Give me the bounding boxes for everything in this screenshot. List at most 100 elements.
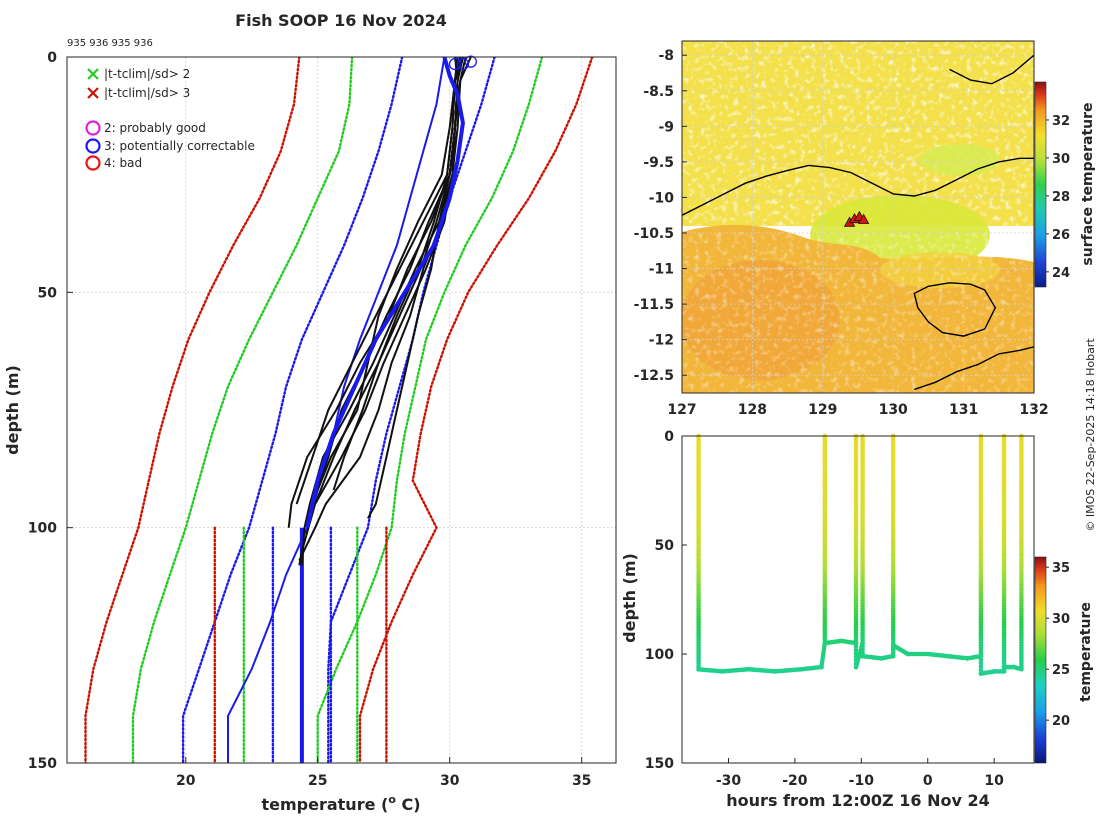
map-lat-tick-label: -11 — [649, 262, 674, 278]
y-axis-label: depth (m) — [3, 365, 22, 455]
legend-circle-marker — [85, 155, 101, 171]
map-gridlines — [682, 41, 1034, 393]
ts-y-tick-label: 100 — [645, 647, 674, 663]
map-lon-tick-label: 132 — [1019, 402, 1048, 418]
bottom-track-point — [860, 650, 865, 656]
bottom-track-point — [860, 644, 865, 649]
map-lat-tick-label: -8 — [658, 48, 674, 64]
map-lat-tick-label: -10 — [649, 190, 675, 206]
coastline-north — [949, 54, 1034, 85]
climatology-line — [181, 57, 404, 763]
y-tick-label: 100 — [28, 521, 57, 537]
timeseries-panel: -30 -20 -10 0 10 0 50 100 150 hours from 12:00Z… — [620, 429, 1094, 810]
map-lon-tick-label: 129 — [808, 402, 837, 418]
map-lon-tick-label: 130 — [879, 402, 908, 418]
cast-point — [853, 640, 859, 645]
temp-colorbar-ticks: 20 25 30 35 — [1046, 561, 1070, 729]
x-axis-label: temperature (o C) — [261, 793, 420, 814]
legend-x-marker — [87, 68, 99, 80]
flagged-profile-line — [305, 197, 452, 529]
ts-x-tick-label: 10 — [984, 773, 1004, 789]
climatology-lines — [84, 57, 594, 763]
legend-label: 2: probably good — [104, 121, 206, 135]
bottom-track-point — [978, 657, 984, 662]
climatology-line — [316, 57, 544, 763]
surface-flag-circle — [464, 55, 477, 68]
xbt-profile-line — [295, 57, 462, 505]
x-tick-label: 30 — [440, 773, 460, 789]
climatology-line — [131, 57, 354, 763]
ts-y-tick-label: 0 — [664, 429, 674, 445]
upper-profile-line — [442, 57, 465, 199]
sst-colorbar-tick-label: 32 — [1052, 114, 1070, 129]
climatology-line — [84, 57, 301, 763]
sst-colorbar-tick-label: 24 — [1052, 266, 1070, 281]
map-lon-tick-label: 131 — [949, 402, 978, 418]
bottom-track-point — [978, 660, 984, 666]
cast-points — [696, 433, 1024, 676]
x-tick-label: 20 — [176, 773, 196, 789]
y-tick-label: 0 — [47, 50, 57, 66]
legend-label: 4: bad — [104, 156, 142, 170]
climatology-line — [327, 57, 496, 763]
ts-x-tick-label: 0 — [923, 773, 933, 789]
station-marker — [857, 213, 870, 224]
sst-south-field — [682, 224, 1034, 393]
timeseries-x-label: hours from 12:00Z 16 Nov 24 — [726, 791, 989, 810]
profile-panel: Fish SOOP 16 Nov 2024 935 936 935 936 20… — [3, 11, 617, 814]
cast-point — [890, 653, 896, 658]
profile-x-ticks: 20 25 30 35 — [176, 757, 591, 789]
coastline-island — [913, 282, 997, 337]
sst-colorbar-ticks: 24 26 28 30 32 — [1046, 114, 1070, 281]
map-lon-tick-label: 128 — [738, 402, 767, 418]
temp-colorbar-tick-label: 20 — [1052, 714, 1070, 729]
legend-x-marker — [87, 87, 99, 99]
x-axis-label-unit: C) — [396, 795, 421, 814]
cloud-mask-south — [682, 232, 1034, 393]
cast-point — [1019, 666, 1024, 672]
x-axis-label-degree: o — [388, 793, 396, 806]
timeseries-x-ticks: -30 -20 -10 0 10 — [716, 758, 1004, 789]
map-lon-tick-label: 127 — [667, 402, 696, 418]
sst-colorbar-tick-label: 28 — [1052, 190, 1070, 205]
cloud-mask-north — [682, 41, 1034, 226]
map-lat-tick-label: -12.5 — [634, 368, 674, 384]
temperature-profiles — [287, 57, 472, 566]
temp-colorbar-tick-label: 25 — [1052, 663, 1070, 678]
cast-point — [1001, 666, 1007, 672]
chart-subtitle: 935 936 935 936 — [67, 38, 153, 49]
map-lat-tick-label: -8.5 — [643, 84, 674, 100]
sst-colorbar-label: surface temperature — [1080, 102, 1096, 265]
climatology-line — [358, 57, 594, 763]
timeseries-y-label: depth (m) — [620, 553, 639, 643]
sst-colorbar — [1034, 81, 1047, 288]
ts-y-tick-label: 150 — [645, 756, 674, 772]
credit-text: © IMOS 22-Sep-2025 14:18 Hobart — [1084, 338, 1097, 532]
legend-circle-marker — [85, 120, 101, 136]
map-y-ticks: -8 -8.5 -9 -9.5 -10 -10.5 -11 -11.5 -12 -12.5 — [634, 48, 687, 384]
legend-label: |t-tclim|/sd> 2 — [104, 67, 190, 81]
legend: |t-tclim|/sd> 2 |t-tclim|/sd> 3 2: probabl… — [85, 67, 255, 171]
legend-label: 3: potentially correctable — [104, 139, 255, 153]
station-markers — [843, 210, 870, 227]
ts-y-tick-label: 50 — [655, 538, 675, 554]
temp-colorbar-tick-label: 30 — [1052, 612, 1070, 627]
temp-colorbar-tick-label: 35 — [1052, 561, 1070, 576]
sst-north-field — [682, 41, 1034, 275]
bottom-track-point — [853, 647, 859, 653]
coastline-main — [682, 157, 1034, 216]
surface-flag-markers — [448, 55, 477, 71]
bottom-track-point — [860, 647, 865, 652]
map-lat-tick-label: -9.5 — [643, 155, 674, 171]
cast-point — [822, 640, 828, 645]
bottom-track-point — [978, 664, 984, 669]
coastline-south — [914, 346, 1034, 391]
ts-x-tick-label: -30 — [716, 773, 742, 789]
sst-colorbar-tick-label: 26 — [1052, 228, 1070, 243]
map-lat-tick-label: -12 — [649, 333, 674, 349]
map-lat-tick-label: -10.5 — [634, 226, 674, 242]
cast-point — [978, 653, 984, 658]
sst-colorbar-tick-label: 30 — [1052, 152, 1070, 167]
map-lat-tick-label: -9 — [658, 119, 674, 135]
